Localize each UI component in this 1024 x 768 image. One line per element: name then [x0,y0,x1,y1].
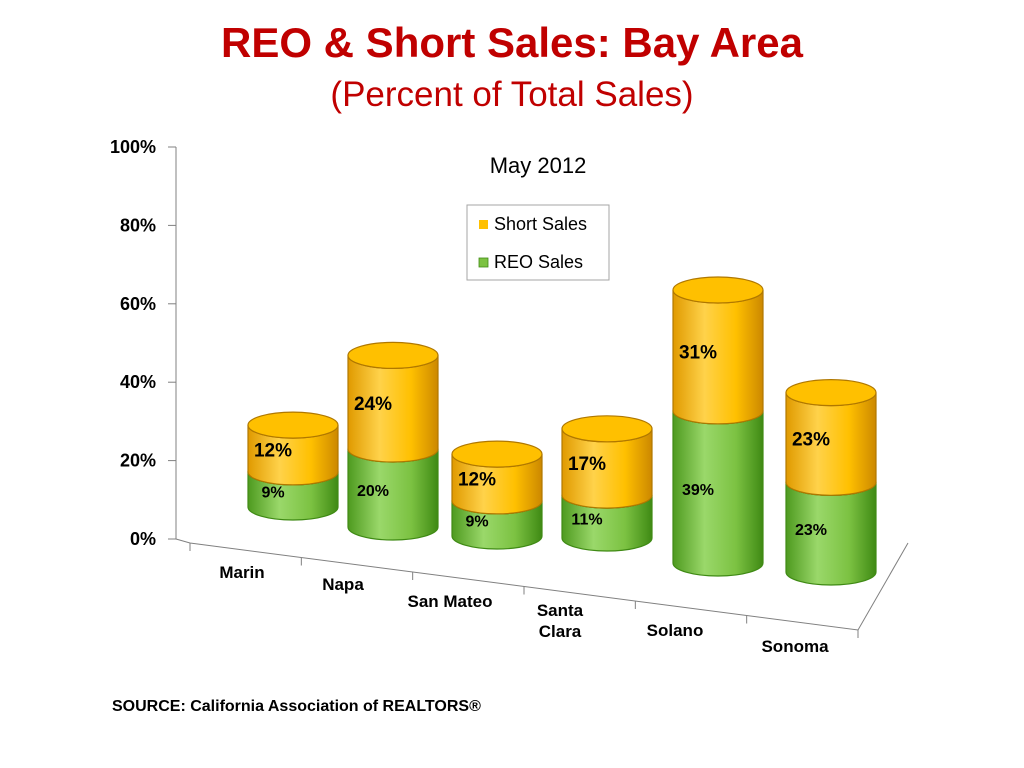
bar-short-sales-top [347,341,439,369]
x-tick-label: San Mateo [407,592,492,611]
legend-label-short-sales: Short Sales [494,214,587,234]
bar-short-sales [785,379,877,496]
chart-title: May 2012 [490,153,587,178]
slide-title: REO & Short Sales: Bay Area [221,19,803,66]
x-tick-label: Solano [647,621,704,640]
bar-short-sales-top [785,379,877,407]
legend-box [466,204,610,281]
data-label-reo-sales: 39% [682,482,714,499]
x-tick-label: Santa Clara [537,601,584,641]
x-tick-label: Sonoma [761,637,829,656]
bar-short-sales-top [247,411,339,439]
data-label-short-sales: 31% [679,342,717,363]
data-label-reo-sales: 9% [261,484,284,501]
axes: 0% 20% 40% 60% 80% 100% Marin Napa San Mateo Sant… [110,137,909,656]
data-label-reo-sales: 9% [465,513,488,530]
legend-label-reo-sales: REO Sales [494,252,583,272]
data-label-short-sales: 12% [458,470,496,491]
bar-short-sales [672,276,764,425]
data-label-short-sales: 12% [254,441,292,462]
data-label-short-sales: 17% [568,454,606,475]
y-tick-label: 80% [120,215,156,235]
y-tick-label: 40% [120,372,156,392]
x-tick-label: Napa [322,575,364,594]
data-labels: 9% 12% 20% 24% 9% 12% 11% 17% 39% 31% 23% 23% [254,342,830,539]
x-tick-label: Marin [219,563,264,582]
y-tick-label: 60% [120,294,156,314]
data-label-reo-sales: 20% [357,483,389,500]
data-label-short-sales: 23% [792,429,830,450]
data-label-short-sales: 24% [354,394,392,415]
bar-short-sales [347,341,439,463]
data-label-reo-sales: 23% [795,522,827,539]
bar-short-sales-top [561,415,653,443]
bar-short-sales [561,415,653,509]
legend: Short Sales REO Sales [466,204,610,281]
bars [247,276,877,586]
y-tick-label: 0% [130,529,156,549]
data-label-reo-sales: 11% [571,512,602,529]
source-note: SOURCE: California Association of REALTO… [112,698,481,715]
bar-short-sales [247,411,339,486]
legend-swatch-reo-sales [478,257,489,268]
slide-subtitle: (Percent of Total Sales) [330,75,694,114]
y-tick-label: 20% [120,451,156,471]
bar-short-sales [451,440,543,515]
y-tick-label: 100% [110,137,156,157]
bar-short-sales-top [672,276,764,304]
bar-short-sales-top [451,440,543,468]
legend-swatch-short-sales [479,220,488,229]
